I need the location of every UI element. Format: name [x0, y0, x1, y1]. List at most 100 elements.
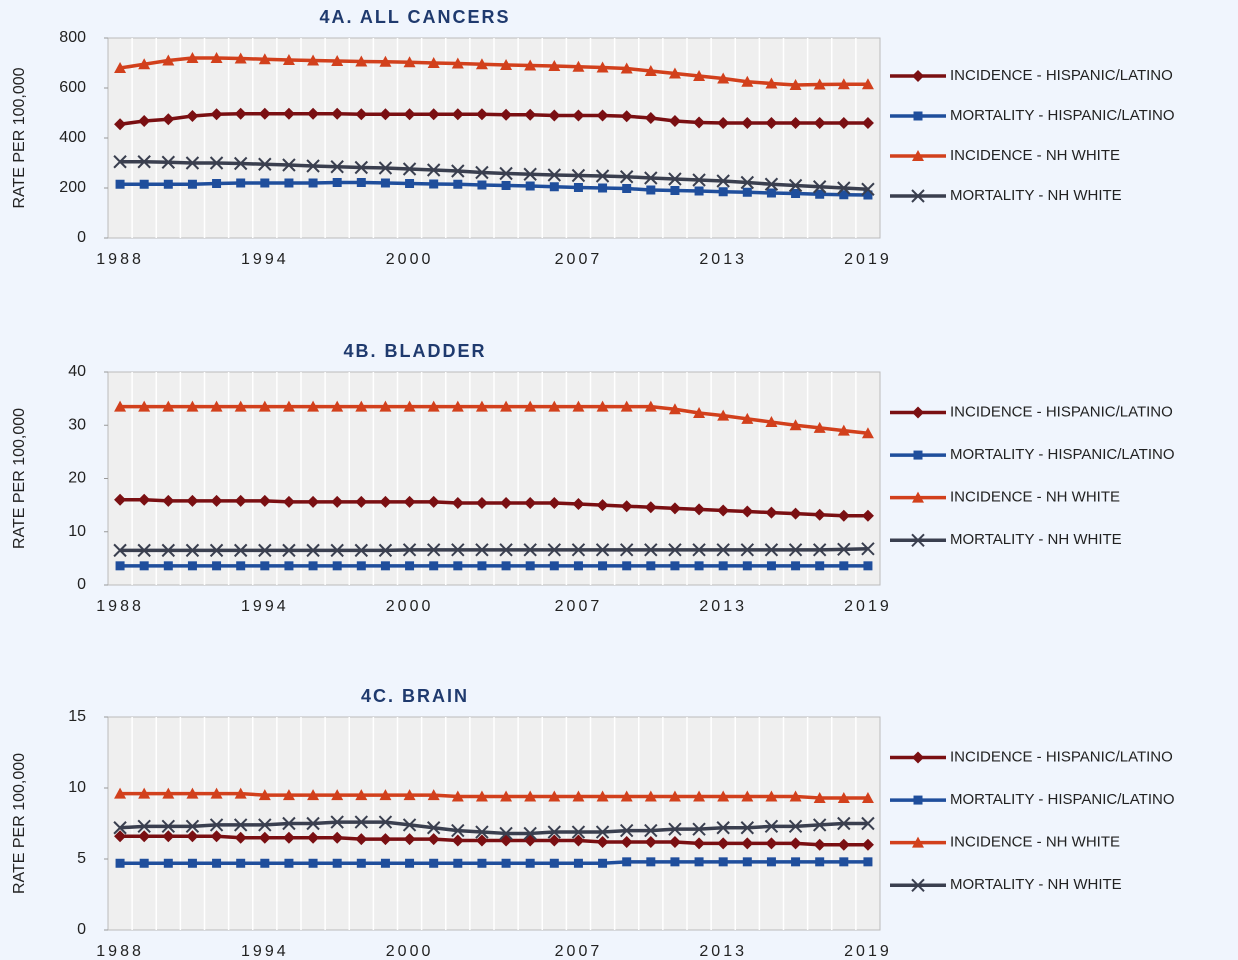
marker: [764, 177, 779, 191]
marker: [427, 108, 440, 121]
series-line: [119, 820, 868, 836]
marker: [791, 857, 801, 867]
series-line: [120, 160, 869, 191]
marker: [548, 790, 561, 802]
legend-label: INCIDENCE - NH WHITE: [950, 147, 1120, 164]
marker: [475, 496, 488, 509]
marker: [426, 821, 441, 835]
marker: [162, 494, 175, 507]
marker: [548, 60, 561, 71]
marker: [233, 156, 248, 171]
marker: [718, 857, 728, 867]
marker: [475, 543, 489, 557]
marker: [595, 825, 610, 839]
marker: [644, 835, 657, 848]
marker: [718, 561, 728, 571]
marker: [863, 190, 873, 200]
x-tick-label: 2013: [699, 251, 747, 268]
marker: [741, 790, 754, 802]
marker: [378, 161, 393, 175]
y-tick-label: 15: [68, 708, 86, 725]
marker: [234, 52, 247, 64]
y-tick-label: 10: [68, 779, 86, 796]
marker: [646, 857, 656, 867]
series-line: [119, 56, 868, 87]
marker: [572, 498, 585, 511]
marker: [186, 110, 199, 122]
marker: [115, 179, 125, 189]
marker: [234, 400, 247, 412]
legend-label: INCIDENCE - HISPANIC/LATINO: [950, 748, 1173, 765]
x-tick-label: 2013: [699, 598, 747, 615]
marker: [524, 108, 537, 121]
marker: [379, 55, 392, 67]
marker: [402, 543, 417, 557]
marker: [500, 108, 513, 121]
marker: [812, 543, 827, 557]
marker: [475, 825, 489, 839]
marker: [355, 108, 368, 121]
marker: [861, 542, 875, 556]
marker: [137, 819, 151, 834]
marker: [451, 823, 465, 838]
marker: [500, 790, 513, 802]
marker: [788, 819, 803, 834]
marker: [187, 858, 197, 868]
marker: [861, 78, 874, 90]
marker: [595, 169, 610, 183]
x-tick-label: 2019: [844, 943, 892, 960]
marker: [475, 108, 488, 121]
marker: [282, 789, 295, 801]
marker: [500, 400, 513, 412]
marker: [718, 187, 728, 197]
y-tick-label: 400: [59, 129, 86, 146]
y-tick-label: 40: [68, 363, 86, 380]
marker: [186, 494, 199, 507]
marker: [161, 543, 176, 558]
legend-marker: [913, 795, 923, 805]
marker: [354, 815, 369, 829]
marker: [113, 543, 127, 558]
marker: [114, 400, 127, 412]
marker: [861, 427, 874, 439]
marker: [861, 509, 874, 522]
marker: [548, 109, 561, 122]
marker: [210, 494, 223, 507]
marker: [210, 108, 223, 121]
marker: [644, 400, 657, 412]
marker: [186, 52, 199, 63]
marker: [620, 500, 633, 513]
marker: [210, 830, 223, 843]
marker: [137, 155, 151, 169]
marker: [571, 543, 586, 557]
marker: [573, 183, 583, 192]
marker: [741, 117, 754, 129]
marker: [475, 400, 488, 412]
marker: [668, 502, 681, 515]
marker: [501, 181, 511, 190]
marker: [571, 168, 586, 183]
marker: [332, 178, 342, 187]
marker: [573, 858, 583, 868]
marker: [813, 791, 826, 803]
legend-label: INCIDENCE - NH WHITE: [950, 489, 1120, 506]
legend-label: INCIDENCE - HISPANIC/LATINO: [950, 67, 1173, 84]
marker: [548, 496, 561, 509]
marker: [307, 495, 320, 508]
marker: [331, 400, 344, 412]
marker: [185, 543, 200, 558]
legend-label: INCIDENCE - NH WHITE: [950, 834, 1120, 851]
marker: [475, 165, 489, 180]
marker: [161, 155, 176, 169]
marker: [525, 561, 535, 571]
marker: [668, 115, 681, 127]
marker: [308, 178, 318, 188]
marker: [668, 67, 681, 79]
x-tick-label: 2000: [386, 598, 434, 615]
marker: [380, 178, 390, 188]
legend-marker: [912, 751, 924, 764]
y-tick-label: 5: [77, 850, 86, 867]
marker: [547, 825, 562, 839]
marker: [282, 816, 296, 831]
